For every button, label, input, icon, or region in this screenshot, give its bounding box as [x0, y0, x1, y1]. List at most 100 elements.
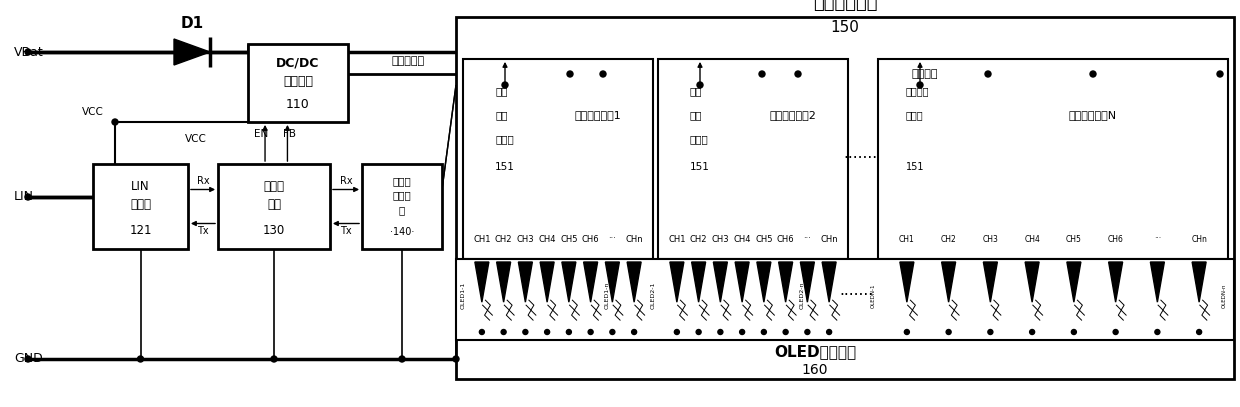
Text: CH1: CH1: [668, 234, 686, 243]
Text: EN: EN: [254, 129, 268, 139]
Text: 电源供电线: 电源供电线: [392, 56, 424, 66]
Text: VCC: VCC: [82, 107, 104, 117]
Text: 线性恒流模块: 线性恒流模块: [812, 0, 877, 12]
Text: CHn: CHn: [1192, 234, 1207, 243]
Text: ···: ···: [804, 234, 811, 243]
Text: 命令总线: 命令总线: [911, 69, 939, 79]
Text: ···: ···: [1153, 234, 1161, 243]
Bar: [218, 164, 330, 249]
Text: 160: 160: [802, 363, 828, 377]
Bar: [658, 59, 848, 259]
Polygon shape: [1109, 262, 1122, 302]
Text: 线性恒流芯片1: 线性恒流芯片1: [574, 110, 621, 120]
Polygon shape: [475, 262, 489, 302]
Polygon shape: [1151, 262, 1164, 302]
Circle shape: [805, 330, 810, 335]
Circle shape: [1154, 330, 1159, 335]
Text: 151: 151: [906, 162, 925, 172]
Text: 151: 151: [495, 162, 515, 172]
Text: 线性恒流芯片N: 线性恒流芯片N: [1069, 110, 1117, 120]
Text: 第一内: 第一内: [393, 176, 412, 186]
Text: FB: FB: [283, 129, 296, 139]
Circle shape: [25, 49, 31, 55]
Text: ·140·: ·140·: [389, 227, 414, 237]
Circle shape: [675, 330, 680, 335]
Text: 第二: 第二: [495, 86, 507, 96]
Text: CH1: CH1: [899, 234, 915, 243]
Circle shape: [567, 330, 572, 335]
Circle shape: [1114, 330, 1118, 335]
Text: ·······: ·······: [839, 288, 873, 303]
Polygon shape: [822, 262, 836, 302]
Polygon shape: [713, 262, 728, 302]
Circle shape: [544, 330, 549, 335]
Text: 收发器: 收发器: [689, 134, 709, 144]
Text: 部收发: 部收发: [393, 190, 412, 201]
Text: CH2: CH2: [941, 234, 956, 243]
Circle shape: [1071, 330, 1076, 335]
Text: CH6: CH6: [776, 234, 795, 243]
Polygon shape: [800, 262, 815, 302]
Text: CHn: CHn: [625, 234, 642, 243]
Text: 微处理: 微处理: [263, 180, 284, 193]
Polygon shape: [1066, 262, 1081, 302]
Text: 130: 130: [263, 224, 285, 237]
Circle shape: [918, 82, 923, 88]
Text: Rx: Rx: [340, 177, 352, 186]
Text: CH5: CH5: [755, 234, 773, 243]
Circle shape: [600, 71, 606, 77]
Circle shape: [904, 330, 909, 335]
Bar: [362, 164, 441, 249]
Polygon shape: [518, 262, 532, 302]
Text: LIN: LIN: [14, 190, 33, 204]
Text: OLED屏体光源: OLED屏体光源: [774, 344, 856, 359]
Polygon shape: [627, 262, 641, 302]
Circle shape: [631, 330, 636, 335]
Circle shape: [480, 330, 485, 335]
Polygon shape: [779, 262, 792, 302]
Circle shape: [827, 330, 832, 335]
Text: CH6: CH6: [582, 234, 599, 243]
Text: VBat: VBat: [14, 46, 43, 59]
Text: CH2: CH2: [689, 234, 707, 243]
Circle shape: [795, 71, 801, 77]
Text: GND: GND: [14, 352, 42, 365]
Text: OLED2-n: OLED2-n: [800, 282, 805, 309]
Polygon shape: [1192, 262, 1207, 302]
Text: CH4: CH4: [733, 234, 751, 243]
Polygon shape: [692, 262, 706, 302]
Text: 收发器: 收发器: [906, 110, 924, 120]
Bar: [93, 164, 188, 249]
Text: VCC: VCC: [185, 134, 207, 144]
Bar: [456, 259, 1234, 340]
Text: LIN: LIN: [131, 180, 150, 193]
Text: CH3: CH3: [517, 234, 534, 243]
Text: 151: 151: [689, 162, 709, 172]
Circle shape: [1029, 330, 1034, 335]
Circle shape: [112, 119, 118, 125]
Text: ·······: ·······: [843, 151, 877, 166]
Circle shape: [610, 330, 615, 335]
Text: CH6: CH6: [1107, 234, 1123, 243]
Polygon shape: [174, 39, 210, 65]
Text: 第二内部: 第二内部: [906, 86, 930, 96]
Circle shape: [696, 330, 701, 335]
Polygon shape: [941, 262, 956, 302]
Circle shape: [784, 330, 789, 335]
Text: ···: ···: [609, 234, 616, 243]
Circle shape: [138, 356, 144, 362]
Circle shape: [718, 330, 723, 335]
Circle shape: [453, 356, 459, 362]
Text: OLEDN-n: OLEDN-n: [1221, 283, 1226, 308]
Circle shape: [739, 330, 745, 335]
Polygon shape: [1025, 262, 1039, 302]
Circle shape: [502, 82, 508, 88]
Text: OLED2-1: OLED2-1: [651, 282, 656, 309]
Text: Rx: Rx: [197, 177, 210, 186]
Text: 收发器: 收发器: [130, 198, 151, 211]
Circle shape: [523, 330, 528, 335]
Text: CH5: CH5: [560, 234, 578, 243]
Polygon shape: [497, 262, 511, 302]
Circle shape: [759, 71, 765, 77]
Circle shape: [25, 356, 31, 362]
